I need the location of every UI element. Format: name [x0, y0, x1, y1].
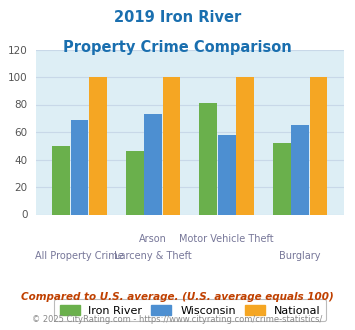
Bar: [144, 114, 162, 214]
Text: Compared to U.S. average. (U.S. average equals 100): Compared to U.S. average. (U.S. average …: [21, 292, 334, 302]
Bar: [126, 151, 143, 214]
Text: © 2025 CityRating.com - https://www.cityrating.com/crime-statistics/: © 2025 CityRating.com - https://www.city…: [32, 315, 323, 324]
Bar: [273, 143, 291, 214]
Text: Burglary: Burglary: [279, 251, 321, 261]
Text: 2019 Iron River: 2019 Iron River: [114, 10, 241, 25]
Bar: [310, 77, 327, 214]
Bar: [53, 146, 70, 214]
Text: Arson: Arson: [139, 234, 167, 244]
Text: Property Crime Comparison: Property Crime Comparison: [63, 40, 292, 54]
Bar: [89, 77, 107, 214]
Bar: [163, 77, 180, 214]
Bar: [291, 125, 309, 214]
Bar: [71, 120, 88, 214]
Legend: Iron River, Wisconsin, National: Iron River, Wisconsin, National: [54, 299, 326, 321]
Text: All Property Crime: All Property Crime: [35, 251, 124, 261]
Text: Motor Vehicle Theft: Motor Vehicle Theft: [179, 234, 274, 244]
Bar: [218, 135, 235, 214]
Bar: [200, 103, 217, 214]
Text: Larceny & Theft: Larceny & Theft: [114, 251, 192, 261]
Bar: [236, 77, 254, 214]
